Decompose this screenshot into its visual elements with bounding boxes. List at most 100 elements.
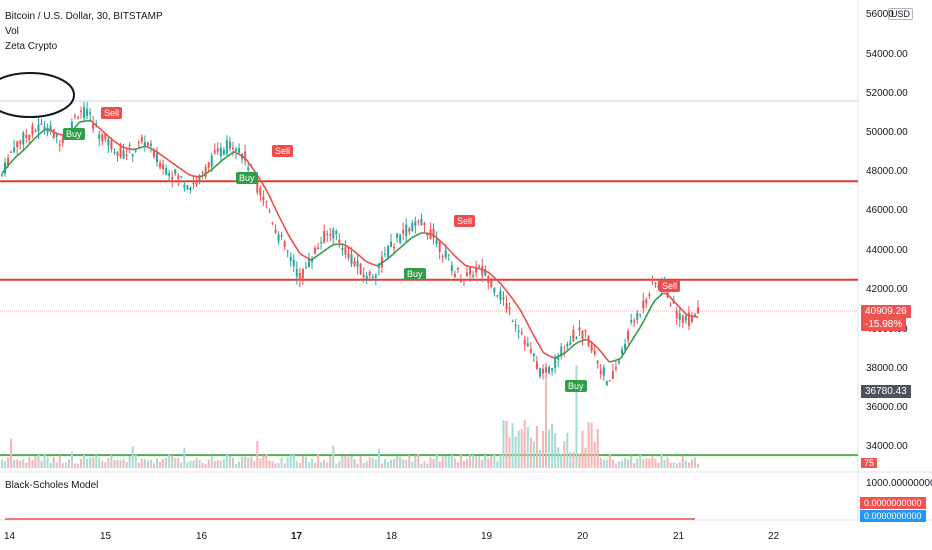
candle-body	[314, 247, 317, 254]
volume-bar	[280, 457, 283, 468]
volume-bar	[481, 459, 484, 468]
candle-body	[517, 330, 520, 332]
candle-body	[95, 123, 98, 125]
volume-bar	[538, 449, 541, 468]
candle-body	[411, 222, 414, 232]
symbol-title[interactable]: Bitcoin / U.S. Dollar, 30, BITSTAMP	[5, 11, 163, 22]
candle-body	[271, 222, 274, 224]
black-scholes-title[interactable]: Black-Scholes Model	[5, 480, 99, 491]
volume-bar	[426, 463, 429, 468]
vol-indicator-label[interactable]: Vol	[5, 26, 19, 37]
date-tick: 15	[100, 531, 112, 542]
volume-bar	[180, 462, 183, 468]
ma-segment	[511, 298, 517, 305]
ma-segment	[140, 145, 146, 149]
ma-segment	[83, 119, 88, 123]
volume-bar	[46, 457, 49, 468]
candle-body	[560, 346, 563, 357]
volume-bar	[617, 461, 620, 468]
volume-bar	[253, 460, 256, 468]
candle-body	[617, 360, 620, 363]
ma-segment	[214, 162, 220, 168]
volume-bar	[286, 456, 289, 468]
ma-segment	[1, 168, 7, 174]
candle-body	[289, 256, 292, 262]
date-tick: 16	[196, 531, 208, 542]
buy-signal: Buy	[63, 128, 85, 140]
volume-bar	[648, 458, 651, 468]
ma-segment	[473, 266, 478, 269]
volume-bar	[225, 453, 228, 468]
ma-segment	[314, 253, 320, 258]
volume-bar	[453, 458, 456, 468]
candle-body	[298, 272, 301, 280]
zeta-indicator-label[interactable]: Zeta Crypto	[5, 41, 58, 52]
ma-segment	[427, 232, 432, 235]
volume-bar	[633, 463, 636, 468]
price-change-tag: -15.98%	[861, 318, 907, 331]
ma-segment	[519, 309, 525, 318]
candle-body	[140, 136, 143, 142]
volume-bar	[356, 463, 359, 468]
candle-body	[125, 154, 128, 157]
volume-bar	[587, 422, 590, 468]
ma-segment	[523, 316, 529, 325]
candle-body	[146, 142, 149, 146]
candle-body	[390, 241, 393, 248]
volume-bar	[40, 460, 43, 468]
ma-segment	[663, 292, 668, 295]
candle-body	[450, 265, 453, 272]
candle-body	[466, 272, 469, 277]
ma-segment	[353, 250, 359, 255]
ma-segment	[461, 261, 467, 267]
candle-body	[624, 344, 627, 350]
volume-bar	[560, 453, 563, 468]
currency-badge[interactable]: USD	[888, 8, 914, 20]
volume-bar	[140, 458, 143, 468]
candle-body	[4, 162, 7, 174]
volume-bar	[159, 461, 162, 468]
ma-segment	[229, 151, 235, 156]
candle-body	[19, 140, 22, 144]
candle-body	[83, 107, 86, 118]
ma-segment	[357, 253, 363, 259]
price-tick: 42000.00	[866, 284, 908, 295]
volume-bar	[642, 459, 645, 468]
candle-body	[581, 330, 584, 340]
ma-segment	[527, 323, 533, 333]
candle-body	[165, 168, 168, 175]
candle-body	[262, 196, 265, 201]
candle-body	[541, 368, 544, 374]
ma-segment	[117, 143, 123, 148]
candle-body	[335, 230, 338, 235]
candle-body	[1, 174, 3, 176]
candle-body	[654, 282, 657, 285]
volume-bar	[25, 462, 28, 468]
ma-segment	[481, 268, 486, 272]
volume-bar	[344, 456, 347, 468]
volume-bar	[390, 459, 393, 468]
candle-body	[645, 299, 648, 304]
horizontal-levels	[0, 180, 858, 457]
ma-segment	[469, 265, 474, 269]
candle-body	[499, 290, 502, 300]
ma-segment	[534, 338, 541, 347]
sell-signal: Sell	[454, 215, 476, 227]
volume-bar	[365, 461, 368, 468]
drawing-ellipse[interactable]	[0, 72, 75, 118]
volume-bar	[374, 459, 377, 468]
candle-body	[435, 239, 438, 244]
volume-bar	[675, 463, 678, 468]
volume-bar	[432, 458, 435, 468]
volume-bar	[43, 453, 46, 468]
volume-bar	[219, 460, 222, 468]
volume-bar	[466, 459, 469, 468]
candle-body	[70, 122, 73, 133]
volume-bar	[92, 457, 95, 468]
candle-body	[52, 129, 55, 139]
candle-body	[423, 223, 426, 226]
candle-body	[402, 230, 405, 234]
volume-bar	[186, 462, 189, 468]
ma-segment	[384, 257, 390, 262]
